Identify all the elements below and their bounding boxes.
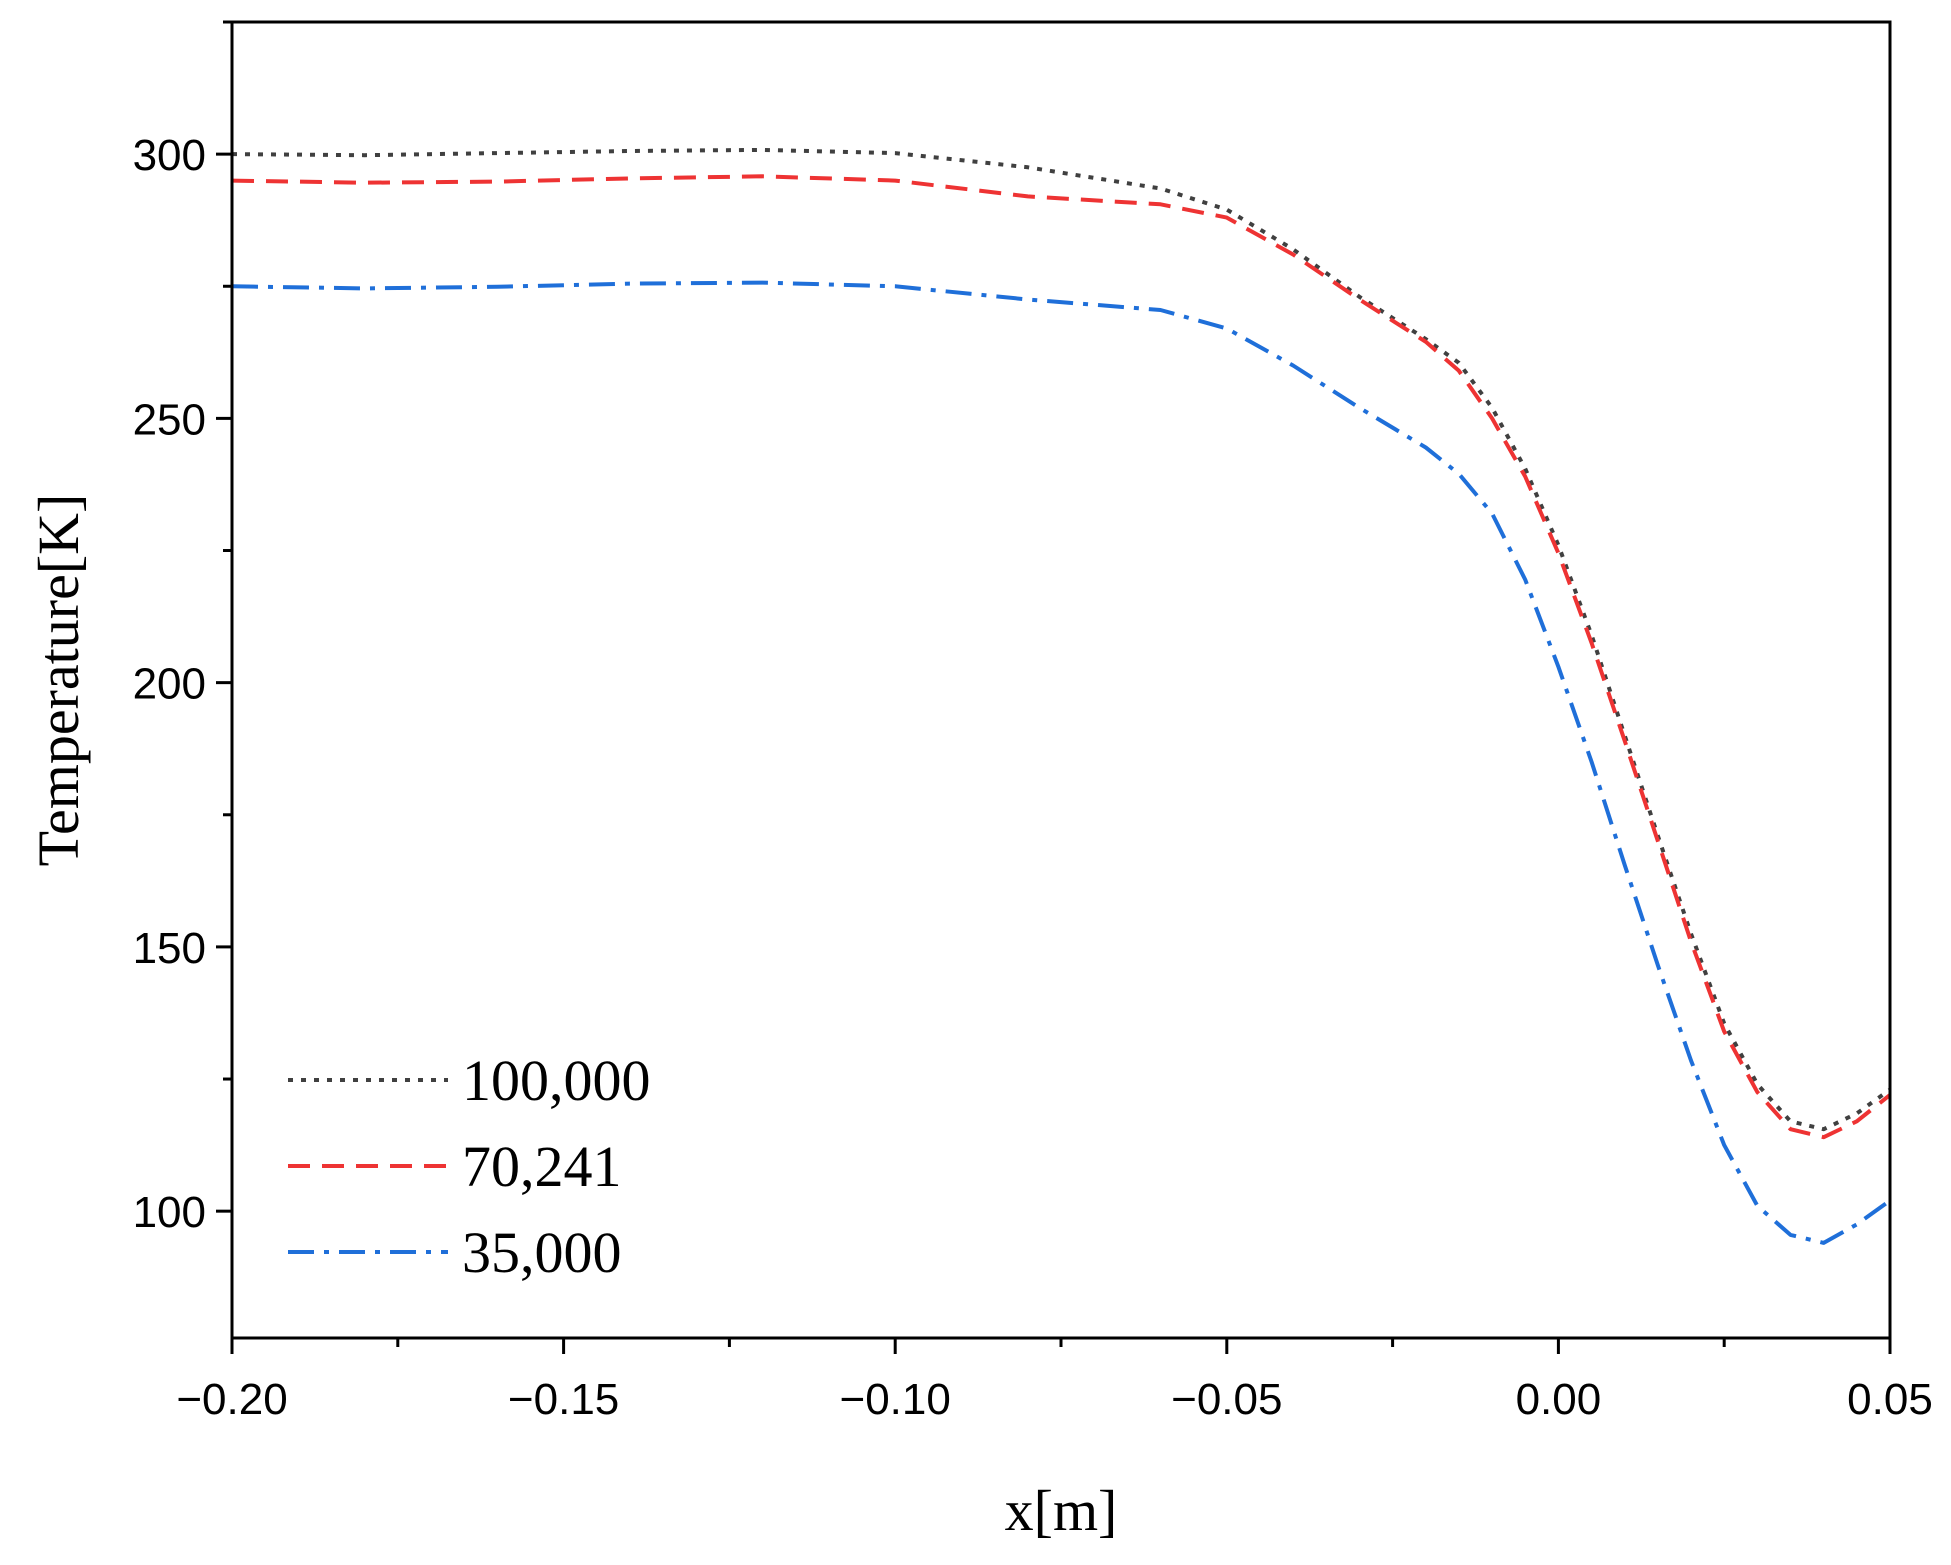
y-axis-title: Temperature[K]: [26, 494, 91, 867]
x-tick-label: 0.00: [1516, 1375, 1602, 1424]
legend-label: 35,000: [462, 1220, 622, 1285]
y-tick-label: 100: [133, 1188, 206, 1237]
x-axis-title: x[m]: [1005, 1478, 1118, 1543]
series-line-35000: [231, 280, 1892, 1245]
y-tick-label: 250: [133, 395, 206, 444]
y-tick-label: 300: [133, 131, 206, 180]
x-tick-label: −0.20: [176, 1375, 287, 1424]
x-axis: −0.20 −0.15 −0.10 −0.05 0.00 0.05: [176, 1338, 1933, 1424]
legend: 100,000 70,241 35,000: [288, 1048, 651, 1285]
series-line-70241: [231, 174, 1892, 1140]
x-tick-label: 0.05: [1847, 1375, 1933, 1424]
legend-label: 100,000: [462, 1048, 651, 1113]
plot-lines: [231, 147, 1892, 1245]
x-tick-label: −0.10: [840, 1375, 951, 1424]
x-tick-label: −0.05: [1171, 1375, 1282, 1424]
legend-label: 70,241: [462, 1134, 622, 1199]
x-tick-label: −0.15: [508, 1375, 619, 1424]
series-line-100000: [231, 147, 1892, 1132]
y-tick-label: 150: [133, 924, 206, 973]
y-tick-label: 200: [133, 660, 206, 709]
y-axis: 100 150 200 250 300: [133, 20, 232, 1237]
